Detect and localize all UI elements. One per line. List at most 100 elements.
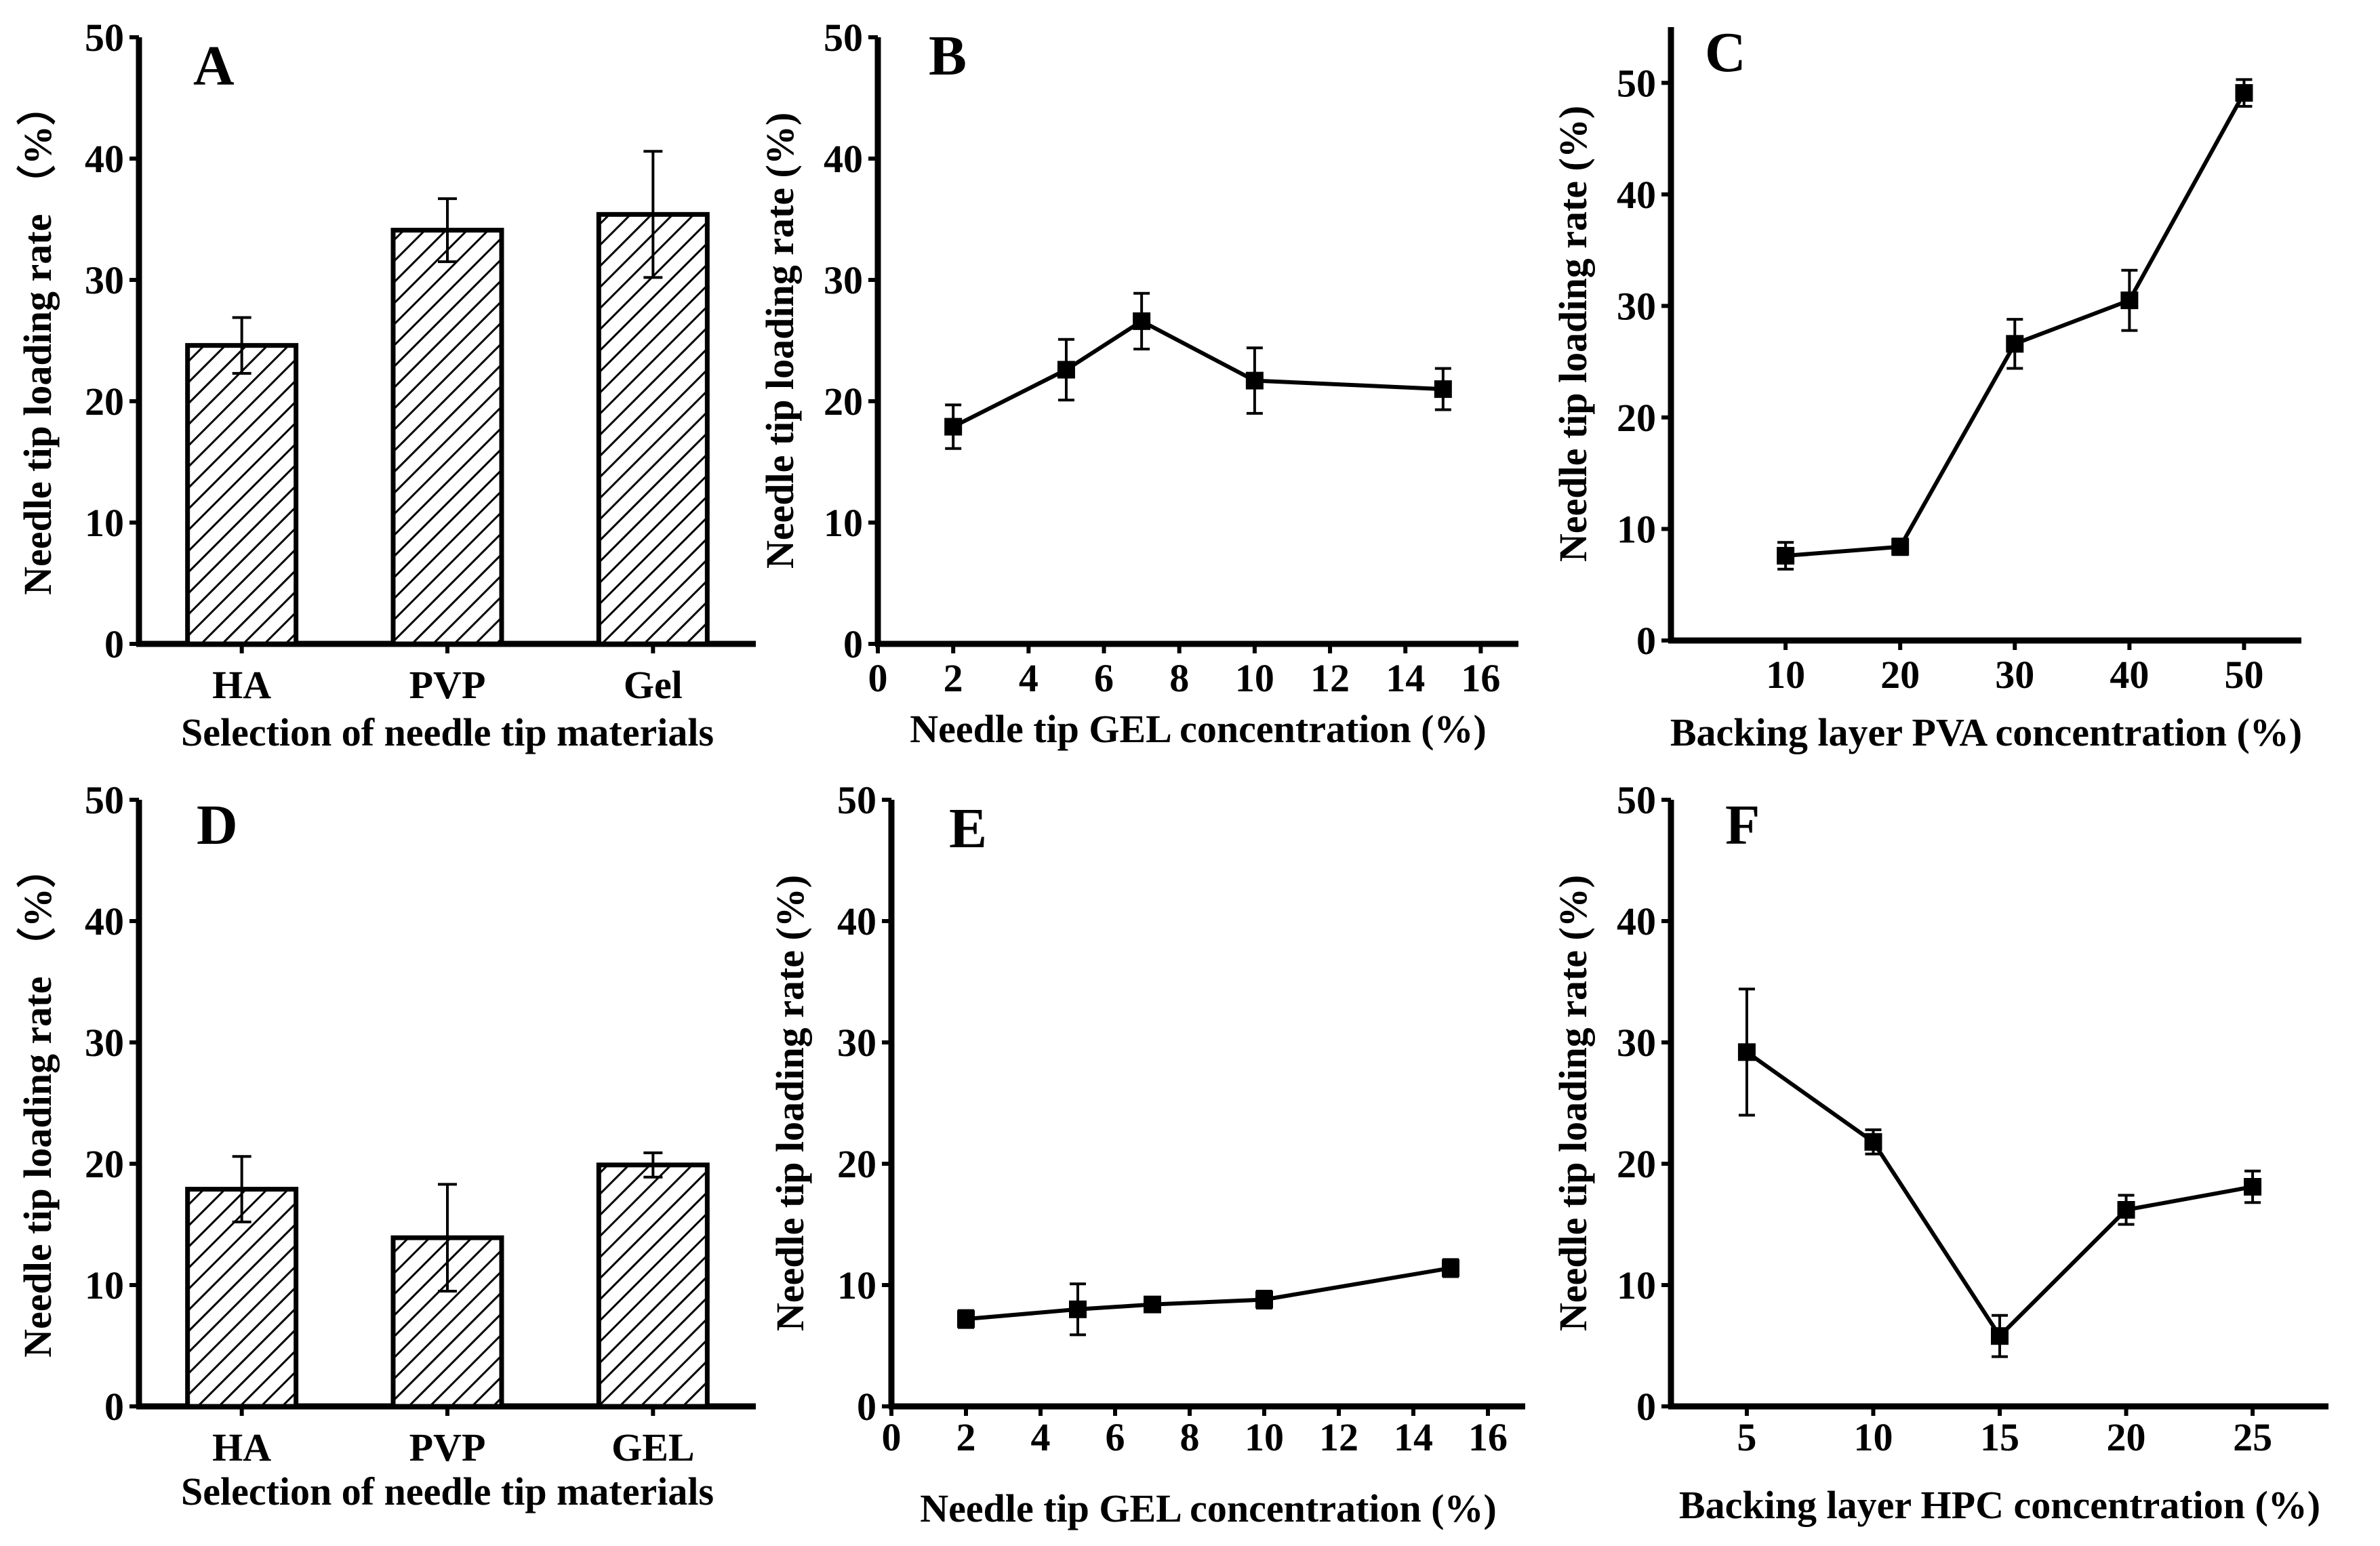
y-tick-label: 50 <box>1617 778 1656 822</box>
bar <box>185 1187 299 1409</box>
y-tick-label: 30 <box>824 258 863 302</box>
x-tick-label: 6 <box>1094 656 1114 700</box>
x-tick-label: 30 <box>1995 653 2034 697</box>
data-point <box>1891 537 1910 556</box>
x-tick-label: 4 <box>1019 656 1038 700</box>
data-point <box>957 1310 975 1328</box>
x-tick-label: 40 <box>2110 653 2149 697</box>
y-tick-label: 0 <box>857 1385 876 1429</box>
series-line <box>965 1265 1451 1322</box>
panel-letter: D <box>197 794 238 857</box>
x-tick-label: 4 <box>1031 1415 1051 1459</box>
x-tick-label: 5 <box>1737 1415 1756 1459</box>
y-tick-label: 50 <box>85 778 124 822</box>
panel-e-line-chart: E 0 10 20 30 40 50 Needle tip loading rate (%) 0… <box>768 778 1525 1530</box>
y-tick-label: 20 <box>85 380 124 424</box>
x-tick-label: 8 <box>1169 656 1189 700</box>
x-tick-label: 14 <box>1386 656 1425 700</box>
y-tick-label: 10 <box>1617 1263 1656 1307</box>
x-tick-label: 10 <box>1235 656 1274 700</box>
bar <box>596 1162 710 1409</box>
y-tick-label: 30 <box>837 1021 876 1065</box>
category-label: GEL <box>611 1425 695 1469</box>
x-tick-label: 0 <box>882 1415 902 1459</box>
y-tick-label: 40 <box>1617 899 1656 943</box>
y-tick-label: 0 <box>843 622 863 666</box>
data-point <box>1442 1259 1459 1277</box>
y-tick-label: 50 <box>837 778 876 822</box>
y-tick-label: 0 <box>104 1385 124 1429</box>
panel-a-bar-chart: A 0 10 20 30 40 50 Needle tip loading rate （%） H… <box>16 16 756 754</box>
data-point <box>2235 84 2253 102</box>
x-tick-label: 15 <box>1980 1415 2019 1459</box>
panel-letter: C <box>1705 21 1746 84</box>
y-tick-label: 10 <box>1617 507 1656 551</box>
data-point <box>1255 1290 1273 1309</box>
y-tick-label: 10 <box>85 501 124 545</box>
y-tick-label: 40 <box>837 899 876 943</box>
series-line <box>952 319 1443 429</box>
category-label: HA <box>212 1425 271 1469</box>
y-tick-label: 30 <box>1617 284 1656 328</box>
bar <box>185 343 299 647</box>
y-tick-label: 0 <box>1636 1385 1656 1429</box>
category-label: PVP <box>409 1425 486 1469</box>
data-point <box>1777 546 1795 565</box>
category-label: Gel <box>624 663 683 707</box>
panel-f-line-chart: F 0 10 20 30 40 50 Needle tip loading rate (%) 5… <box>1551 778 2328 1527</box>
y-axis-title: Needle tip loading rate (%) <box>1551 106 1595 562</box>
series-line <box>1746 1050 2253 1339</box>
x-tick-label: 10 <box>1245 1415 1284 1459</box>
y-tick-label: 30 <box>85 1021 124 1065</box>
x-tick-label: 16 <box>1468 1415 1508 1459</box>
x-axis-title: Needle tip GEL concentration (%) <box>920 1486 1497 1530</box>
x-tick-label: 6 <box>1106 1415 1125 1459</box>
data-point <box>1057 361 1075 379</box>
y-axis-title: Needle tip loading rate (%) <box>768 875 812 1331</box>
data-point <box>2120 291 2139 310</box>
y-tick-label: 30 <box>1617 1021 1656 1065</box>
panel-letter: F <box>1725 794 1760 857</box>
y-tick-label: 0 <box>1636 619 1656 663</box>
x-tick-label: 12 <box>1310 656 1350 700</box>
panel-b-line-chart: B 0 10 20 30 40 50 Needle tip loading rate (%) 0… <box>758 16 1518 751</box>
data-point <box>1069 1300 1087 1318</box>
x-axis-title: Selection of needle tip materials <box>181 1469 714 1513</box>
y-tick-label: 10 <box>824 501 863 545</box>
x-tick-label: 2 <box>944 656 963 700</box>
y-axis-title: Needle tip loading rate (%) <box>758 113 802 569</box>
panel-letter: E <box>949 797 987 860</box>
x-tick-label: 12 <box>1319 1415 1358 1459</box>
category-label: HA <box>212 663 271 707</box>
y-axis-title: Needle tip loading rate （%） <box>16 849 60 1358</box>
data-point <box>2006 335 2024 353</box>
y-tick-label: 20 <box>1617 1142 1656 1186</box>
data-point <box>2117 1201 2135 1219</box>
y-tick-label: 50 <box>85 16 124 60</box>
x-tick-label: 8 <box>1180 1415 1200 1459</box>
x-tick-label: 10 <box>1766 653 1805 697</box>
data-point <box>1737 1043 1756 1061</box>
y-tick-label: 50 <box>1617 61 1656 105</box>
y-tick-label: 10 <box>85 1263 124 1307</box>
panel-letter: B <box>929 24 967 87</box>
y-tick-label: 30 <box>85 258 124 302</box>
x-axis-title: Backing layer PVA concentration (%) <box>1670 710 2302 754</box>
x-axis-title: Needle tip GEL concentration (%) <box>910 707 1487 751</box>
x-tick-label: 16 <box>1461 656 1500 700</box>
y-tick-label: 0 <box>104 622 124 666</box>
y-tick-label: 40 <box>1617 173 1656 217</box>
y-tick-label: 20 <box>85 1142 124 1186</box>
y-tick-label: 10 <box>837 1263 876 1307</box>
panel-c-line-chart: C 0 10 20 30 40 50 Needle tip loading rate (%) 1… <box>1551 21 2302 754</box>
y-tick-label: 50 <box>824 16 863 60</box>
data-point <box>2244 1178 2262 1196</box>
data-point <box>944 418 963 436</box>
data-point <box>1991 1327 2009 1345</box>
y-tick-label: 20 <box>824 380 863 424</box>
x-axis-title: Backing layer HPC concentration (%) <box>1679 1483 2320 1527</box>
y-tick-label: 20 <box>1617 396 1656 440</box>
y-tick-label: 40 <box>85 137 124 181</box>
data-point <box>1434 380 1452 399</box>
bar <box>390 228 504 647</box>
